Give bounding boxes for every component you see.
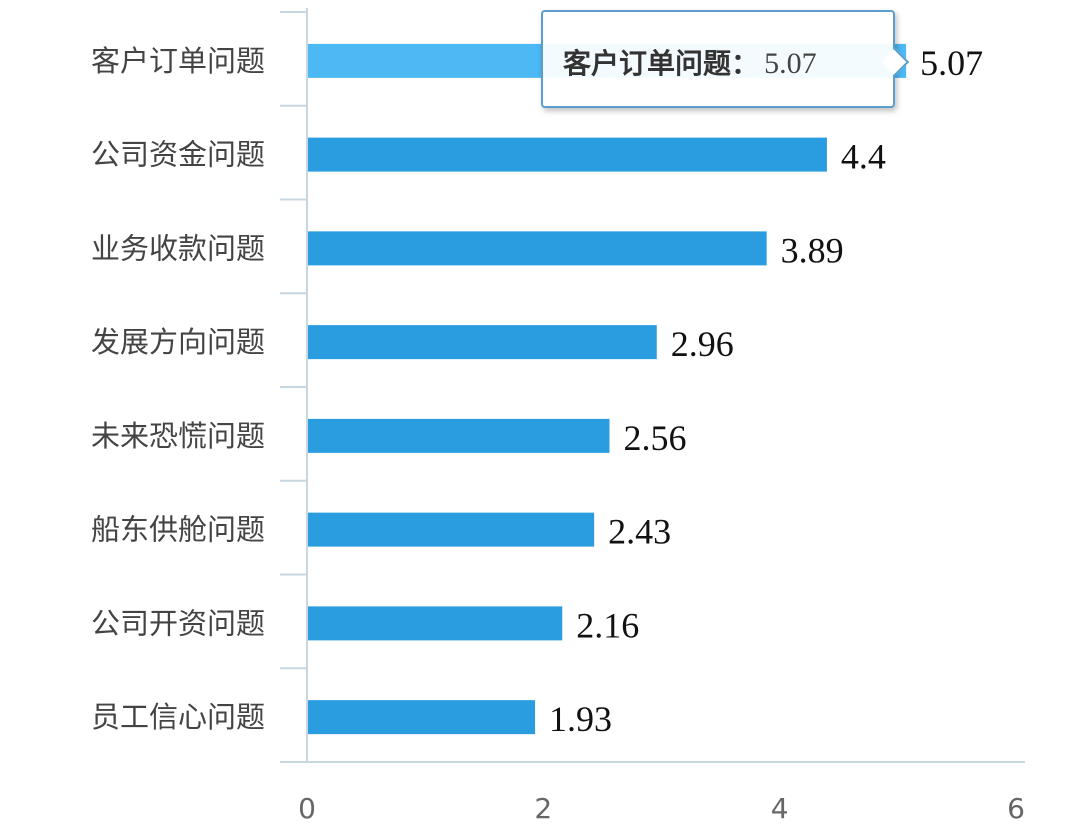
bar — [308, 700, 536, 735]
category-label: 业务收款问题 — [91, 231, 265, 265]
x-tick-label: 2 — [534, 792, 552, 825]
category-label: 发展方向问题 — [91, 325, 265, 359]
tooltip-separator: ： — [731, 47, 760, 80]
category-label: 公司开资问题 — [91, 606, 265, 640]
data-label: 4.4 — [841, 137, 886, 177]
category-label: 未来恐慌问题 — [91, 419, 265, 453]
tooltip-value: 5.07 — [764, 47, 817, 80]
tooltip-label: 客户订单问题 — [563, 47, 732, 80]
tooltip: 客户订单问题： 5.07 — [541, 10, 910, 108]
bar — [308, 606, 563, 641]
bar — [308, 418, 610, 453]
data-label: 2.16 — [576, 605, 639, 645]
category-label: 船东供舱问题 — [91, 513, 265, 547]
data-label: 3.89 — [781, 230, 844, 270]
data-label: 2.56 — [624, 418, 687, 458]
data-label: 5.07 — [920, 43, 983, 83]
data-label: 2.96 — [671, 324, 734, 364]
x-tick-label: 6 — [1007, 792, 1025, 825]
bar — [308, 512, 595, 547]
bar — [308, 137, 827, 172]
category-label: 公司资金问题 — [91, 138, 265, 172]
x-tick-label: 0 — [298, 792, 316, 825]
bar — [308, 231, 767, 266]
data-label: 1.93 — [549, 699, 612, 739]
category-label: 客户订单问题 — [91, 44, 265, 78]
bar — [308, 325, 657, 360]
category-label: 员工信心问题 — [91, 700, 265, 734]
data-label: 2.43 — [608, 512, 671, 552]
x-tick-label: 4 — [771, 792, 789, 825]
